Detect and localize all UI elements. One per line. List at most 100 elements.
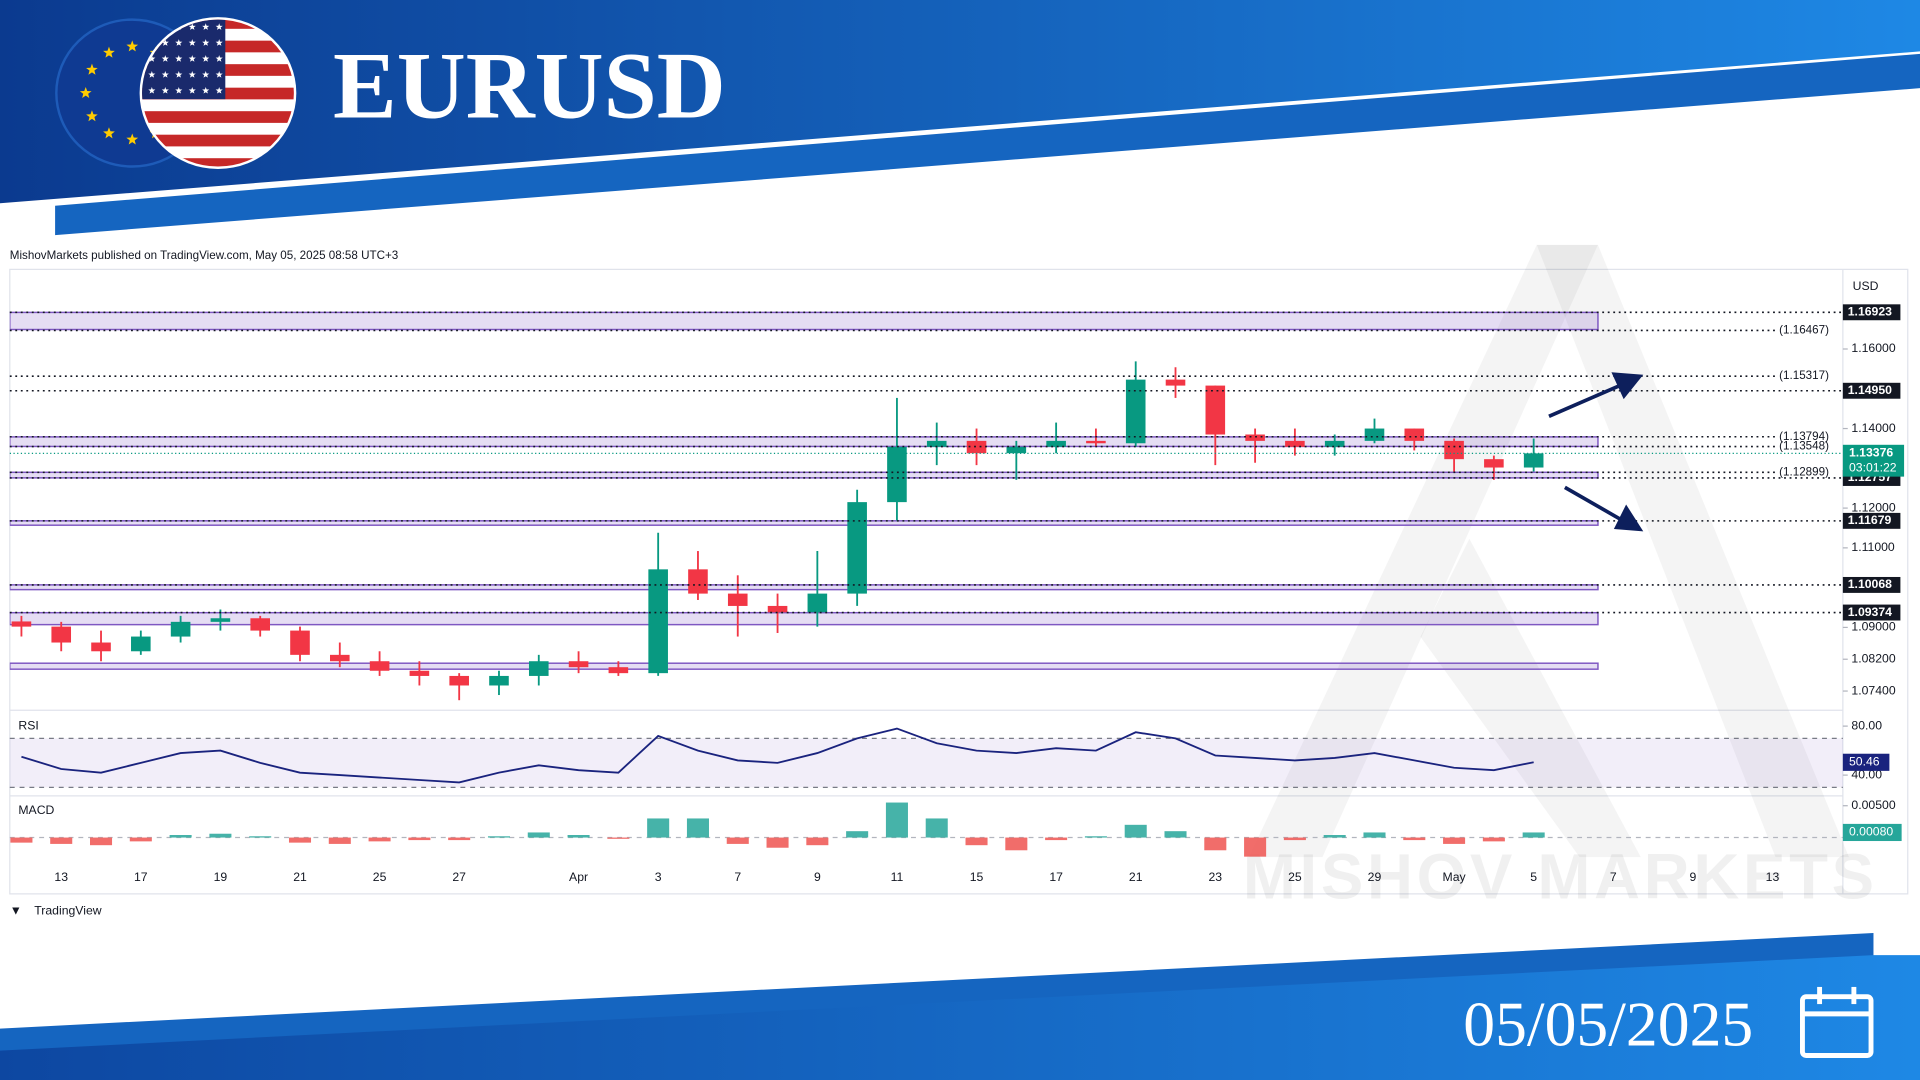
x-tick-label: 29 <box>1368 870 1382 884</box>
star <box>86 63 98 75</box>
x-tick-label: 9 <box>1689 870 1696 884</box>
candle-body <box>1125 379 1146 444</box>
macd-bar <box>328 837 351 844</box>
candle-body <box>489 675 509 686</box>
macd-bar <box>726 837 749 844</box>
star <box>188 55 196 62</box>
countdown: 03:01:22 <box>1849 460 1897 474</box>
level-label: 1.11679 <box>1848 513 1892 527</box>
stripe <box>142 99 294 112</box>
last-price: 1.13376 <box>1849 446 1893 460</box>
star <box>175 55 183 62</box>
stripe <box>142 134 294 147</box>
x-tick-label: 7 <box>734 870 741 884</box>
candle-body <box>807 593 828 613</box>
star <box>161 39 169 46</box>
star <box>215 86 223 94</box>
x-tick-label: 5 <box>1530 870 1537 884</box>
candle-body <box>1205 385 1226 435</box>
rsi-last-value: 50.46 <box>1849 755 1880 769</box>
candle-body <box>1285 440 1305 447</box>
macd-bar <box>846 831 869 838</box>
x-tick-label: 13 <box>1766 870 1780 884</box>
macd-bar <box>1045 837 1068 841</box>
star <box>175 71 183 78</box>
candle-body <box>1245 434 1265 441</box>
header-stripe <box>55 53 1920 236</box>
macd-bar <box>885 802 908 838</box>
rsi-line <box>21 727 1534 784</box>
star <box>188 86 196 94</box>
candle-body <box>1006 446 1027 454</box>
y-tick-label: 1.14000 <box>1851 421 1895 435</box>
level-label: (1.12899) <box>1779 465 1829 478</box>
candle-body <box>727 593 748 606</box>
macd-last-value: 0.00080 <box>1849 825 1893 839</box>
candle-body <box>11 621 32 627</box>
macd-title: MACD <box>18 803 54 817</box>
x-tick-label: 21 <box>1129 870 1143 884</box>
y-tick-label: 1.12000 <box>1851 500 1895 514</box>
tradingview-logo: ▼ <box>10 903 22 917</box>
macd-bar <box>1443 837 1466 844</box>
macd-bar <box>647 818 670 838</box>
candle-body <box>1086 440 1106 444</box>
svg-text:▼: ▼ <box>10 903 22 917</box>
candle-body <box>1046 440 1066 447</box>
star <box>215 55 223 62</box>
macd-bar <box>567 835 590 838</box>
stripe <box>142 158 294 167</box>
macd-bar <box>10 837 33 843</box>
level-label: 1.10068 <box>1848 577 1892 591</box>
macd-bar <box>448 837 471 841</box>
watermark-text: MISHOV MARKETS <box>1243 841 1878 912</box>
star <box>103 46 115 58</box>
macd-bar <box>806 837 829 846</box>
level-label: 1.16923 <box>1848 305 1892 319</box>
macd-bar <box>686 818 709 838</box>
macd-bar <box>169 835 192 838</box>
star <box>161 55 169 62</box>
star <box>175 39 183 46</box>
y-tick-label: 80.00 <box>1851 718 1882 732</box>
macd-bar <box>527 832 550 838</box>
candle-body <box>608 667 629 674</box>
candle-body <box>210 618 231 622</box>
candle-body <box>1404 428 1425 441</box>
header-band <box>0 0 1920 204</box>
candle-body <box>847 502 867 594</box>
level-label: (1.13548) <box>1779 440 1829 453</box>
zone <box>9 436 1599 448</box>
macd-bar <box>1164 831 1187 838</box>
y-tick-label: 1.11000 <box>1851 540 1895 554</box>
macd-bar <box>1204 837 1227 851</box>
candle-body <box>51 626 72 643</box>
candle-body <box>1484 459 1504 468</box>
x-tick-label: 21 <box>293 870 307 884</box>
x-tick-label: 23 <box>1209 870 1223 884</box>
level-label-box <box>1842 304 1901 321</box>
level-label-box <box>1842 512 1901 529</box>
zone <box>9 611 1599 626</box>
star <box>161 71 169 78</box>
star <box>148 71 156 78</box>
footer-band <box>0 955 1920 1080</box>
y-tick-label: 0.00500 <box>1851 798 1895 812</box>
candle-body <box>330 654 350 662</box>
stripe <box>142 122 294 135</box>
macd-bar <box>607 837 630 839</box>
star <box>215 39 223 46</box>
candle-body <box>91 642 111 652</box>
candle-body <box>1444 440 1464 460</box>
candle-body <box>1364 428 1385 441</box>
macd-bar <box>965 837 988 846</box>
candle-body <box>409 670 430 676</box>
macd-bar <box>1323 835 1346 838</box>
candle-body <box>1523 453 1544 468</box>
star <box>148 55 156 62</box>
last-price-box <box>1842 444 1905 477</box>
x-tick-label: May <box>1443 870 1467 884</box>
candle-body <box>1165 379 1186 386</box>
macd-bar <box>129 837 152 842</box>
